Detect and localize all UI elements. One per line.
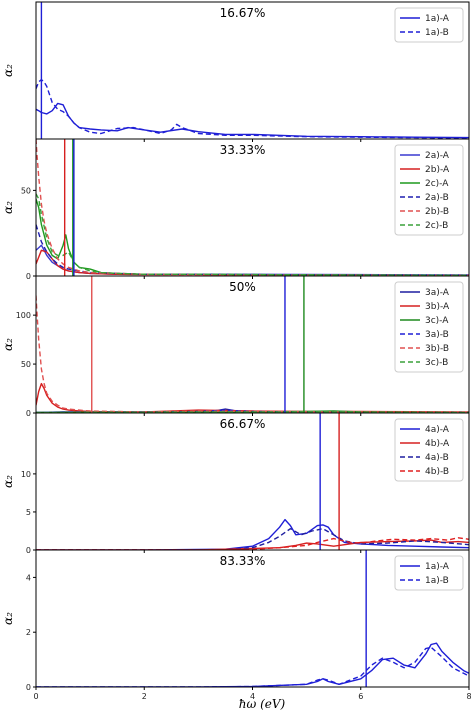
panel-2-series-2ba [36, 249, 469, 276]
panel-2-y-tick-label: 50 [21, 186, 31, 195]
legend-entry: 4b)-B [425, 467, 449, 477]
x-tick-label: 2 [142, 692, 147, 701]
panel-5-plot-area [36, 550, 469, 687]
panel-2-title: 33.33% [220, 143, 266, 157]
legend-entry: 2a)-A [425, 151, 450, 161]
legend-frame [394, 144, 464, 236]
panel-4-series-4ab [36, 528, 469, 550]
panel-1-series-1ab [36, 78, 469, 139]
panel-5-y-tick-label: 0 [26, 683, 31, 692]
legend-entry: 2c)-B [425, 221, 448, 231]
legend-entry: 1a)-B [425, 28, 449, 38]
x-axis-label: ħω (eV) [239, 697, 286, 711]
legend-entry: 4b)-A [425, 439, 450, 449]
panel-1: 16.67% α₂ 1a)-A 1a)-B [1, 1, 470, 142]
panel-4-y-tick-label: 10 [21, 470, 31, 479]
legend-frame [394, 281, 464, 373]
x-tick-label: 0 [33, 692, 38, 701]
x-tick-label: 4 [250, 692, 255, 701]
panel-1-series-1aa [36, 102, 469, 139]
panel-3-series-3cb [36, 411, 469, 413]
legend-frame [394, 7, 464, 43]
panel-1-plot-area [36, 2, 469, 139]
panel-5: 0 2 4 0 2 4 6 8 83.33% α₂ 1a)-A 1a)-B [1, 549, 472, 701]
panel-3-y-tick-label: 0 [26, 409, 31, 418]
panel-3-legend: 3a)-A 3b)-A 3c)-A 3a)-B 3b)-B 3c)-B [394, 281, 464, 373]
panel-4-series-4aa [36, 518, 469, 550]
panel-3-y-axis-label: α₂ [1, 338, 15, 351]
panel-1-title: 16.67% [220, 6, 266, 20]
legend-entry: 2b)-A [425, 165, 450, 175]
legend-entry: 1a)-A [425, 562, 450, 572]
panel-3: 0 50 100 50% α₂ 3a)-A 3b)-A 3c)-A 3a)-B 3b)-B 3c)-… [1, 275, 470, 418]
panel-5-y-tick-label: 2 [26, 628, 31, 637]
legend-entry: 3b)-A [425, 302, 450, 312]
legend-entry: 1a)-B [425, 576, 449, 586]
legend-entry: 3c)-A [425, 316, 449, 326]
panel-2-series-2aa [36, 244, 469, 276]
panel-2: 0 50 33.33% α₂ 2a)-A 2b)-A 2c)-A 2a)-B 2b)-B 2c)-… [1, 138, 470, 281]
panel-5-y-axis-label: α₂ [1, 612, 15, 625]
panel-3-series-3bb [36, 295, 469, 413]
panel-5-series-1aa [36, 642, 469, 687]
legend-frame [394, 555, 464, 591]
panel-2-y-axis-label: α₂ [1, 201, 15, 214]
legend-entry: 2a)-B [425, 193, 449, 203]
legend-entry: 3c)-B [425, 358, 448, 368]
panel-2-legend: 2a)-A 2b)-A 2c)-A 2a)-B 2b)-B 2c)-B [394, 144, 464, 236]
panel-4-y-axis-label: α₂ [1, 475, 15, 488]
legend-frame [394, 418, 464, 482]
legend-entry: 1a)-A [425, 14, 450, 24]
legend-entry: 2b)-B [425, 207, 449, 217]
panel-3-series-3ba [36, 382, 469, 413]
panel-1-legend: 1a)-A 1a)-B [394, 7, 464, 43]
legend-entry: 3b)-B [425, 344, 449, 354]
panel-3-y-tick-label: 50 [21, 360, 31, 369]
panel-4-y-tick-label: 5 [26, 508, 31, 517]
panel-2-y-tick-label: 0 [26, 272, 31, 281]
legend-entry: 3a)-A [425, 288, 450, 298]
panel-2-series-2cb [36, 193, 469, 276]
panel-4-series-4ba [36, 539, 469, 550]
x-tick-label: 8 [466, 692, 471, 701]
panel-4-title: 66.67% [220, 417, 266, 431]
legend-entry: 4a)-B [425, 453, 449, 463]
x-tick-label: 6 [358, 692, 363, 701]
panel-5-y-tick-label: 4 [26, 573, 31, 582]
panel-4-series-4bb [36, 537, 469, 550]
panel-5-title: 83.33% [220, 554, 266, 568]
panel-2-plot-area [36, 139, 469, 276]
legend-entry: 2c)-A [425, 179, 449, 189]
panel-3-plot-area [36, 276, 469, 413]
panel-5-series-1ab [36, 646, 469, 687]
panel-3-title: 50% [229, 280, 256, 294]
panel-5-legend: 1a)-A 1a)-B [394, 555, 464, 591]
panel-4-legend: 4a)-A 4b)-A 4a)-B 4b)-B [394, 418, 464, 482]
panel-3-y-tick-label: 100 [16, 311, 31, 320]
panel-1-y-axis-label: α₂ [1, 64, 15, 77]
panel-4-y-tick-label: 0 [26, 546, 31, 555]
legend-entry: 3a)-B [425, 330, 449, 340]
legend-entry: 4a)-A [425, 425, 450, 435]
panel-4: 0 5 10 66.67% α₂ 4a)-A 4b)-A 4a)-B 4b)-B [1, 412, 470, 555]
panel-4-plot-area [36, 413, 469, 550]
